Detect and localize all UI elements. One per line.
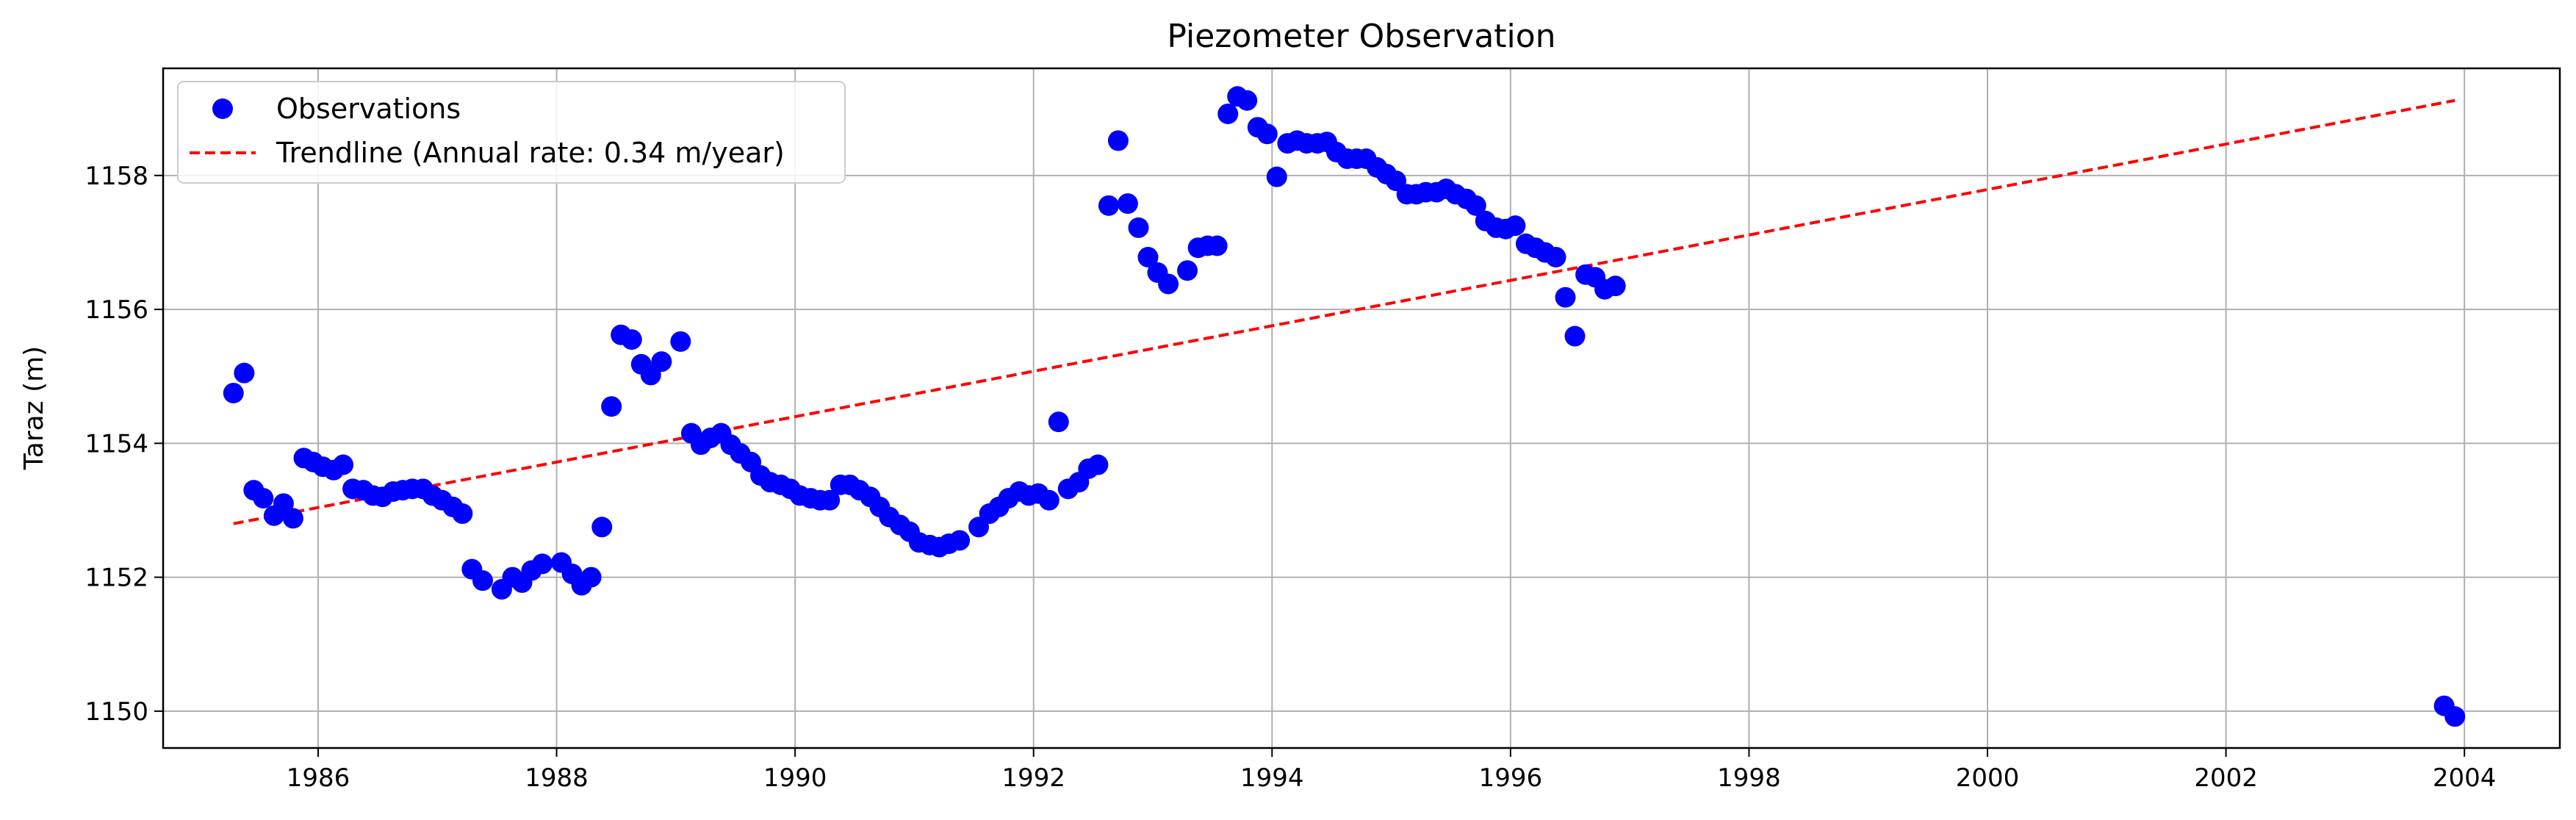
observation-point bbox=[1098, 195, 1119, 216]
observation-point bbox=[819, 489, 841, 511]
x-tick-label: 1990 bbox=[763, 763, 827, 793]
legend-box bbox=[177, 81, 846, 184]
observation-point bbox=[472, 570, 493, 591]
observation-point bbox=[1137, 246, 1159, 267]
y-tick-label: 1154 bbox=[84, 429, 148, 458]
observation-point bbox=[532, 553, 553, 575]
x-tick-label: 2004 bbox=[2433, 763, 2497, 793]
observation-point bbox=[273, 493, 294, 514]
x-tick-label: 1986 bbox=[287, 763, 350, 793]
observation-point bbox=[1087, 454, 1109, 475]
observation-point bbox=[2444, 706, 2466, 727]
chart-title: Piezometer Observation bbox=[1167, 18, 1555, 55]
observation-point bbox=[1505, 215, 1526, 237]
points-layer bbox=[223, 86, 2466, 727]
x-tick-label: 1998 bbox=[1717, 763, 1781, 793]
y-axis-label: Taraz (m) bbox=[19, 346, 49, 470]
observation-point bbox=[253, 488, 274, 509]
observation-point bbox=[1177, 260, 1198, 281]
legend-marker-observations bbox=[212, 98, 233, 119]
legend-label-trendline: Trendline (Annual rate: 0.34 m/year) bbox=[276, 137, 785, 169]
observation-point bbox=[1237, 90, 1258, 111]
observation-point bbox=[1158, 273, 1179, 295]
x-tick-label: 2000 bbox=[1956, 763, 2020, 793]
observation-point bbox=[223, 382, 244, 403]
observation-point bbox=[1107, 130, 1129, 151]
observation-point bbox=[333, 454, 354, 475]
observation-point bbox=[1206, 235, 1228, 256]
observation-point bbox=[1256, 123, 1278, 145]
observation-point bbox=[651, 351, 672, 373]
observation-point bbox=[1038, 489, 1059, 511]
observation-point bbox=[580, 567, 602, 588]
plot-frame bbox=[162, 67, 2561, 749]
observation-point bbox=[1465, 195, 1486, 216]
observation-point bbox=[1117, 193, 1138, 215]
observation-point bbox=[1545, 246, 1566, 267]
observation-point bbox=[282, 508, 303, 529]
trend-layer bbox=[233, 98, 2456, 525]
y-tick-label: 1152 bbox=[84, 564, 148, 593]
observation-point bbox=[1128, 217, 1149, 238]
observation-point bbox=[1555, 287, 1576, 308]
x-tick-label: 2002 bbox=[2194, 763, 2258, 793]
observation-point bbox=[1564, 326, 1586, 347]
x-axis-ticks: 1986 1988 1990 1992 1994 1996 1998 2000 2002 2004 bbox=[287, 748, 2497, 793]
observation-point bbox=[1217, 103, 1239, 124]
x-tick-label: 1994 bbox=[1240, 763, 1304, 793]
observation-point bbox=[234, 362, 255, 384]
observation-point bbox=[1605, 276, 1626, 297]
y-axis-ticks: 1150 1152 1154 1156 1158 bbox=[84, 162, 163, 727]
x-tick-label: 1992 bbox=[1001, 763, 1065, 793]
observation-point bbox=[591, 517, 613, 538]
y-tick-label: 1158 bbox=[84, 162, 148, 191]
observation-point bbox=[1266, 166, 1287, 187]
observation-point bbox=[452, 503, 473, 525]
observation-point bbox=[1048, 411, 1069, 433]
observation-point bbox=[670, 331, 691, 352]
observation-point bbox=[949, 530, 971, 551]
trendline bbox=[233, 98, 2456, 525]
observation-point bbox=[621, 329, 642, 350]
x-tick-label: 1996 bbox=[1479, 763, 1543, 793]
y-tick-label: 1150 bbox=[84, 697, 148, 727]
legend-label-observations: Observations bbox=[276, 93, 461, 125]
x-tick-label: 1988 bbox=[525, 763, 589, 793]
observation-point bbox=[601, 396, 622, 417]
legend: Observations Trendline (Annual rate: 0.3… bbox=[177, 81, 846, 184]
y-tick-label: 1156 bbox=[84, 295, 148, 325]
